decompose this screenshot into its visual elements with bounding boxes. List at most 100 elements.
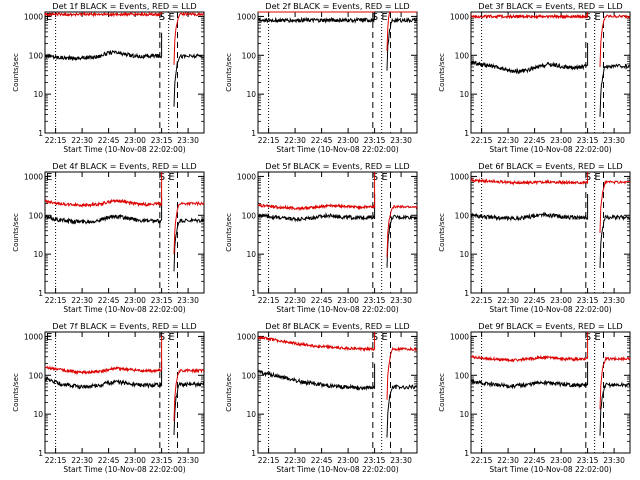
plot-frame [470, 331, 631, 454]
sunlight-marker: E [381, 332, 387, 343]
x-tick-label: 22:30 [284, 296, 306, 305]
lld-series-line-post-gap [599, 180, 631, 233]
lld-series-line-post-gap [386, 204, 418, 258]
events-series-line [470, 42, 589, 75]
x-tick-label: 22:15 [45, 296, 67, 305]
y-tick-label: 100 [242, 51, 257, 60]
y-tick-label: 1000 [450, 332, 469, 341]
x-tick-label: 22:30 [497, 456, 519, 465]
y-tick-label: 100 [455, 371, 470, 380]
x-tick-label: 23:15 [364, 296, 386, 305]
x-tick-label: 22:45 [311, 456, 333, 465]
y-tick-label: 10 [459, 410, 469, 419]
detector-panel: Det 5f BLACK = Events, RED = LLD 1 10 100 10… [225, 161, 418, 314]
sunlight-marker: E [46, 332, 52, 343]
y-tick-label: 1 [464, 449, 469, 458]
x-tick-label: 23:30 [177, 136, 199, 145]
y-tick-label: 10 [459, 90, 469, 99]
y-axis-label: Counts/sec [438, 53, 446, 92]
x-axis-label: Start Time (10-Nov-08 22:02:00) [489, 145, 611, 154]
x-tick-label: 23:00 [124, 456, 146, 465]
plot-title: Det 8f BLACK = Events, RED = LLD [265, 321, 409, 331]
y-tick-label: 1 [38, 289, 43, 298]
y-tick-label: 1000 [24, 332, 43, 341]
y-tick-label: 10 [33, 90, 43, 99]
x-tick-label: 23:30 [177, 296, 199, 305]
x-tick-label: 23:15 [151, 136, 173, 145]
y-tick-label: 1 [464, 129, 469, 138]
events-series-line-post-gap [173, 217, 205, 272]
detector-panel: Det 2f BLACK = Events, RED = LLD 1 10 100 10… [225, 1, 418, 154]
x-axis-label: Start Time (10-Nov-08 22:02:00) [276, 145, 398, 154]
lld-series-line-post-gap [386, 346, 418, 400]
y-tick-label: 100 [455, 51, 470, 60]
detector-panel: Det 3f BLACK = Events, RED = LLD 1 10 100 10… [438, 1, 631, 154]
y-tick-label: 1000 [450, 172, 469, 181]
events-series-line-post-gap [599, 63, 631, 117]
x-tick-label: 22:45 [311, 136, 333, 145]
y-tick-label: 1 [464, 289, 469, 298]
events-series-line [470, 361, 589, 390]
plot-frame [470, 11, 631, 134]
x-tick-label: 23:00 [124, 136, 146, 145]
y-tick-label: 1 [251, 449, 256, 458]
sunlight-marker: E [594, 12, 600, 23]
lld-series-line [470, 12, 589, 20]
x-tick-label: 22:45 [524, 136, 546, 145]
x-tick-label: 23:30 [177, 456, 199, 465]
x-tick-label: 23:00 [337, 456, 359, 465]
y-axis-label: Counts/sec [12, 373, 20, 412]
y-tick-label: 1 [38, 449, 43, 458]
x-axis-label: Start Time (10-Nov-08 22:02:00) [489, 305, 611, 314]
y-tick-label: 1000 [237, 332, 256, 341]
y-axis-label: Counts/sec [438, 213, 446, 252]
x-axis-label: Start Time (10-Nov-08 22:02:00) [489, 465, 611, 474]
x-tick-label: 22:45 [524, 296, 546, 305]
x-tick-label: 23:15 [577, 136, 599, 145]
plot-title: Det 6f BLACK = Events, RED = LLD [478, 161, 622, 171]
x-axis-label: Start Time (10-Nov-08 22:02:00) [63, 305, 185, 314]
detector-panel: Det 1f BLACK = Events, RED = LLD 1 10 100 10… [12, 1, 205, 154]
x-tick-label: 22:15 [45, 136, 67, 145]
events-series-line [44, 32, 163, 61]
x-tick-label: 22:45 [311, 296, 333, 305]
x-tick-label: 22:15 [471, 136, 493, 145]
x-axis-label: Start Time (10-Nov-08 22:02:00) [276, 305, 398, 314]
y-tick-label: 1000 [450, 12, 469, 21]
y-tick-label: 100 [242, 371, 257, 380]
x-tick-label: 22:30 [284, 136, 306, 145]
y-axis-label: Counts/sec [438, 373, 446, 412]
events-series-line [44, 361, 163, 390]
y-tick-label: 1000 [237, 172, 256, 181]
events-series-line [257, 363, 376, 392]
events-series-line [257, 12, 376, 24]
x-axis-label: Start Time (10-Nov-08 22:02:00) [276, 465, 398, 474]
events-series-line-post-gap [173, 380, 205, 436]
x-tick-label: 23:30 [390, 136, 412, 145]
x-tick-label: 22:45 [98, 136, 120, 145]
x-tick-label: 23:30 [390, 456, 412, 465]
x-tick-label: 22:15 [471, 456, 493, 465]
y-tick-label: 10 [33, 410, 43, 419]
x-tick-label: 22:30 [71, 136, 93, 145]
lld-series-line-post-gap [173, 11, 205, 65]
events-series-line-post-gap [599, 381, 631, 436]
x-tick-label: 22:30 [71, 456, 93, 465]
x-tick-label: 23:00 [124, 296, 146, 305]
x-tick-label: 23:30 [603, 296, 625, 305]
x-tick-label: 23:00 [550, 456, 572, 465]
lld-series-line [44, 11, 163, 18]
lld-series-line-post-gap [599, 14, 631, 68]
y-axis-label: Counts/sec [225, 373, 233, 412]
detector-panel: Det 7f BLACK = Events, RED = LLD 1 10 100 10… [12, 321, 205, 474]
events-series-line [257, 193, 376, 223]
x-tick-label: 23:15 [577, 296, 599, 305]
x-tick-label: 23:30 [603, 136, 625, 145]
x-axis-label: Start Time (10-Nov-08 22:02:00) [63, 145, 185, 154]
plot-title: Det 4f BLACK = Events, RED = LLD [52, 161, 196, 171]
sunlight-marker: E [168, 332, 174, 343]
plot-frame [44, 171, 205, 294]
sunlight-marker: E [168, 172, 174, 183]
plot-title: Det 1f BLACK = Events, RED = LLD [52, 1, 196, 11]
